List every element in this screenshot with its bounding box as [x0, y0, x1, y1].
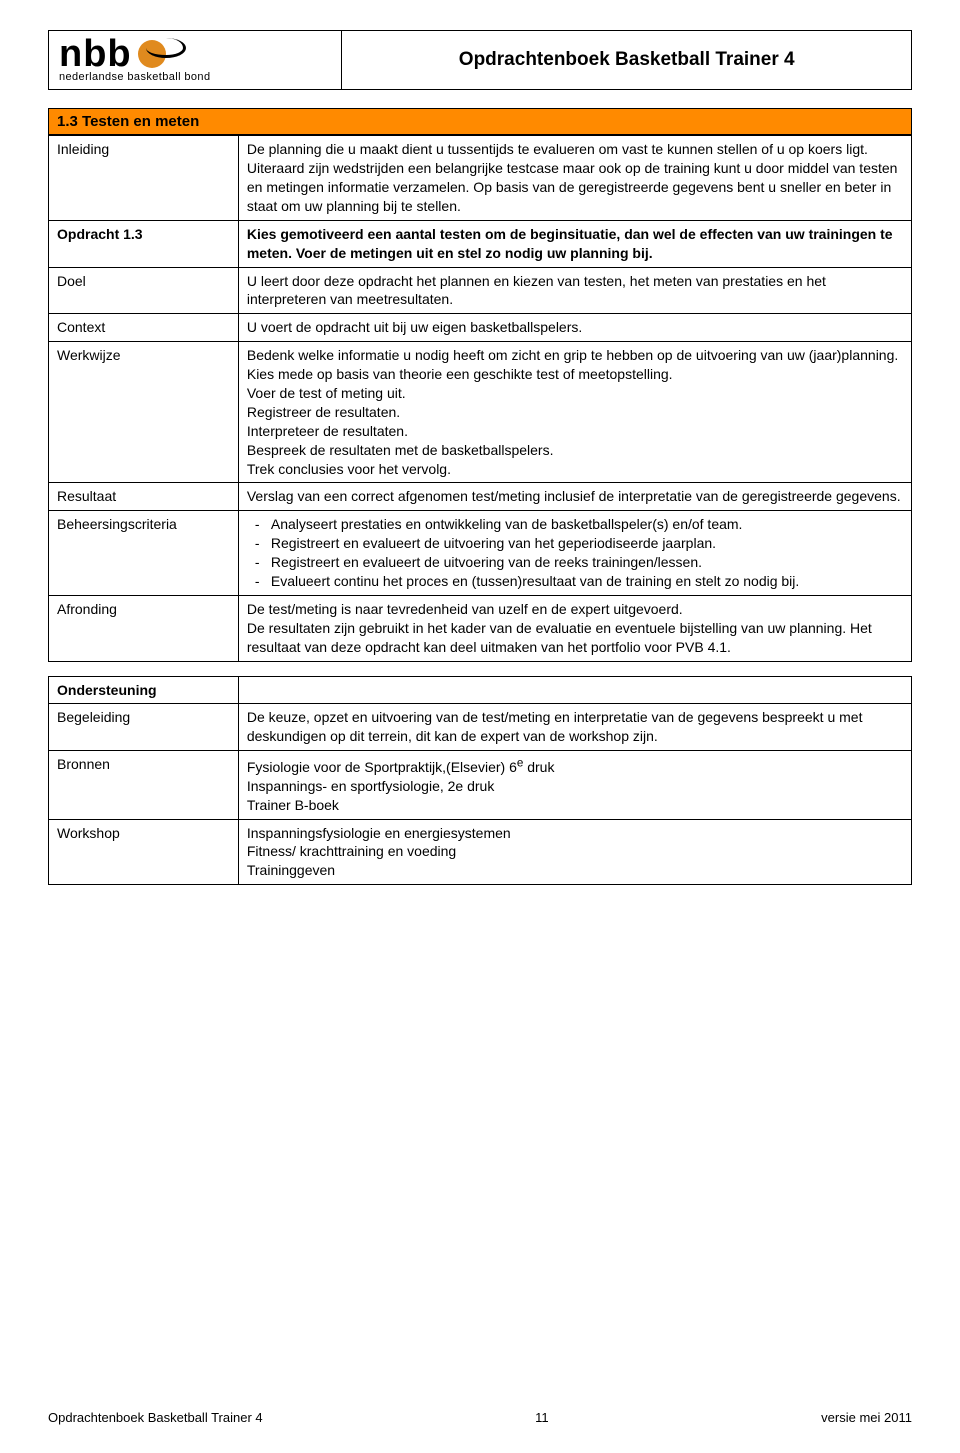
page: nbb nederlandse basketball bond Opdracht…	[0, 0, 960, 1453]
table-row: Opdracht 1.3Kies gemotiveerd een aantal …	[49, 220, 912, 267]
row-content: Analyseert prestaties en ontwikkeling va…	[238, 511, 911, 596]
basketball-icon	[138, 40, 166, 68]
row-content: Bedenk welke informatie u nodig heeft om…	[238, 342, 911, 483]
table-row: WerkwijzeBedenk welke informatie u nodig…	[49, 342, 912, 483]
row-label: Workshop	[49, 819, 239, 885]
bullet-list: Analyseert prestaties en ontwikkeling va…	[247, 515, 903, 591]
logo-text: nbb	[59, 37, 132, 71]
bullet-item: Evalueert continu het proces en (tussen)…	[247, 572, 903, 591]
row-label: Werkwijze	[49, 342, 239, 483]
row-content: De planning die u maakt dient u tussenti…	[238, 136, 911, 221]
footer-left: Opdrachtenboek Basketball Trainer 4	[48, 1410, 263, 1425]
support-heading-content	[238, 676, 911, 704]
row-label: Beheersingscriteria	[49, 511, 239, 596]
logo-subtitle: nederlandse basketball bond	[59, 71, 210, 83]
document-title: Opdrachtenboek Basketball Trainer 4	[342, 31, 912, 90]
row-content: Inspanningsfysiologie en energiesystemen…	[238, 819, 911, 885]
footer-right: versie mei 2011	[821, 1410, 912, 1425]
table-row: AfrondingDe test/meting is naar tevreden…	[49, 595, 912, 661]
row-content: U leert door deze opdracht het plannen e…	[238, 267, 911, 314]
table-row: BronnenFysiologie voor de Sportpraktijk,…	[49, 751, 912, 819]
bullet-item: Registreert en evalueert de uitvoering v…	[247, 534, 903, 553]
page-footer: Opdrachtenboek Basketball Trainer 4 11 v…	[48, 1410, 912, 1425]
row-content: U voert de opdracht uit bij uw eigen bas…	[238, 314, 911, 342]
row-label: Doel	[49, 267, 239, 314]
section-title: 1.3 Testen en meten	[48, 108, 912, 135]
bullet-item: Analyseert prestaties en ontwikkeling va…	[247, 515, 903, 534]
row-content: Fysiologie voor de Sportpraktijk,(Elsevi…	[238, 751, 911, 819]
row-label: Afronding	[49, 595, 239, 661]
table-row: ResultaatVerslag van een correct afgenom…	[49, 483, 912, 511]
row-label: Inleiding	[49, 136, 239, 221]
row-label: Opdracht 1.3	[49, 220, 239, 267]
footer-page-number: 11	[535, 1410, 549, 1425]
table-row: Beheersingscriteria Analyseert prestaties…	[49, 511, 912, 596]
support-heading-row: Ondersteuning	[49, 676, 912, 704]
row-content: Verslag van een correct afgenomen test/m…	[238, 483, 911, 511]
logo: nbb nederlandse basketball bond	[59, 37, 331, 83]
support-heading-label: Ondersteuning	[49, 676, 239, 704]
table-row: ContextU voert de opdracht uit bij uw ei…	[49, 314, 912, 342]
table-row: DoelU leert door deze opdracht het plann…	[49, 267, 912, 314]
table-row: BegeleidingDe keuze, opzet en uitvoering…	[49, 704, 912, 751]
row-label: Resultaat	[49, 483, 239, 511]
row-label: Bronnen	[49, 751, 239, 819]
row-label: Context	[49, 314, 239, 342]
bullet-item: Registreert en evalueert de uitvoering v…	[247, 553, 903, 572]
row-content: De keuze, opzet en uitvoering van de tes…	[238, 704, 911, 751]
support-table: OndersteuningBegeleidingDe keuze, opzet …	[48, 676, 912, 886]
table-row: InleidingDe planning die u maakt dient u…	[49, 136, 912, 221]
row-content: De test/meting is naar tevredenheid van …	[238, 595, 911, 661]
logo-cell: nbb nederlandse basketball bond	[49, 31, 342, 90]
row-content: Kies gemotiveerd een aantal testen om de…	[238, 220, 911, 267]
table-row: WorkshopInspanningsfysiologie en energie…	[49, 819, 912, 885]
main-table: InleidingDe planning die u maakt dient u…	[48, 135, 912, 661]
row-label: Begeleiding	[49, 704, 239, 751]
header-table: nbb nederlandse basketball bond Opdracht…	[48, 30, 912, 90]
